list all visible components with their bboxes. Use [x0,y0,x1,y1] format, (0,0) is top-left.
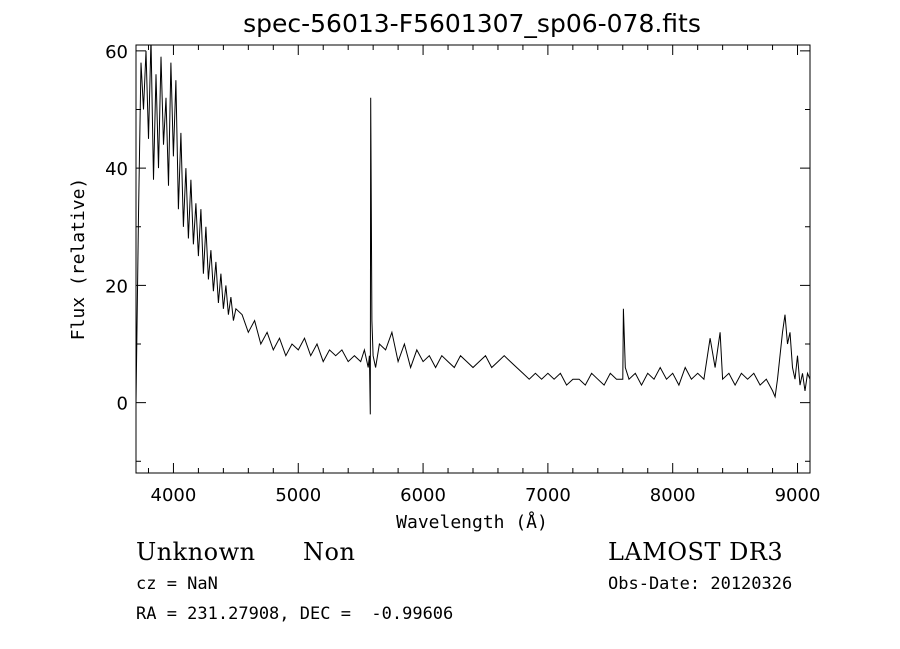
spectrum-chart: spec-56013-F5601307_sp06-078.fits 4000 50… [68,9,820,533]
y-tick-label: 20 [105,276,128,297]
x-tick-label: 7000 [525,485,571,506]
x-tick-label: 9000 [775,485,821,506]
axis-tick-labels: 4000 5000 6000 7000 8000 9000 0 20 40 60 [105,42,820,506]
y-tick-label: 60 [105,42,128,63]
y-tick-label: 40 [105,159,128,180]
redshift-value: cz = NaN [136,574,218,594]
coordinates: RA = 231.27908, DEC = -0.99606 [136,604,454,624]
y-tick-label: 0 [117,394,128,415]
x-tick-label: 4000 [151,485,197,506]
plot-border [135,44,811,474]
x-axis-label: Wavelength (Å) [396,511,548,533]
x-tick-label: 6000 [400,485,446,506]
plot-frame [135,44,811,474]
chart-title: spec-56013-F5601307_sp06-078.fits [243,9,701,38]
y-axis-label: Flux (relative) [68,178,89,341]
x-tick-label: 8000 [650,485,696,506]
spectrum-series [136,45,810,415]
axis-ticks [136,45,810,473]
object-subclass: Non [303,538,356,566]
survey-name: LAMOST DR3 [608,538,784,566]
object-class: Unknown [136,538,256,566]
spectrum-line [136,45,810,415]
x-tick-label: 5000 [275,485,321,506]
observation-date: Obs-Date: 20120326 [608,574,793,594]
